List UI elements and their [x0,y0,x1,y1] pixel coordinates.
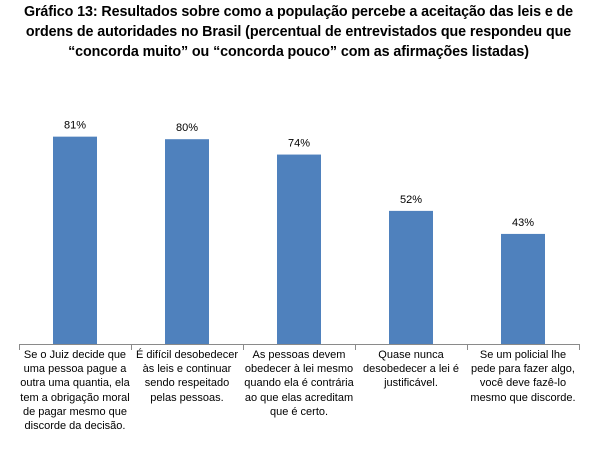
bar-3 [277,154,321,344]
bar-2 [165,139,209,344]
category-label-4: Quase nunca desobedecer a lei é justific… [362,349,459,390]
category-label-5: Se um policial lhe pede para fazer algo,… [470,349,576,404]
chart-title-line-2: ordens de autoridades no Brasil (percent… [25,24,572,40]
value-label-1: 81% [64,120,86,132]
value-label-3: 74% [288,138,310,150]
category-label-1: Se o Juiz decide que uma pessoa pague a … [20,349,130,433]
bars-layer [53,136,545,344]
chart-title-line-3: “concorda muito” ou “concorda pouco” com… [68,44,529,60]
value-label-4: 52% [400,194,422,206]
category-label-2: É difícil desobedecer às leis e continua… [135,349,239,404]
axis-layer [19,344,580,350]
value-label-5: 43% [512,217,534,229]
bar-1 [53,136,97,344]
value-labels-layer: 81% 80% 74% 52% 43% [64,120,534,229]
bar-5 [501,233,545,344]
chart-title-line-1: Gráfico 13: Resultados sobre como a popu… [23,4,574,20]
chart-title: Gráfico 13: Resultados sobre como a popu… [0,2,597,62]
bar-4 [389,210,433,344]
category-label-3: As pessoas devem obedecer à lei mesmo qu… [244,349,354,418]
value-label-2: 80% [176,122,198,134]
